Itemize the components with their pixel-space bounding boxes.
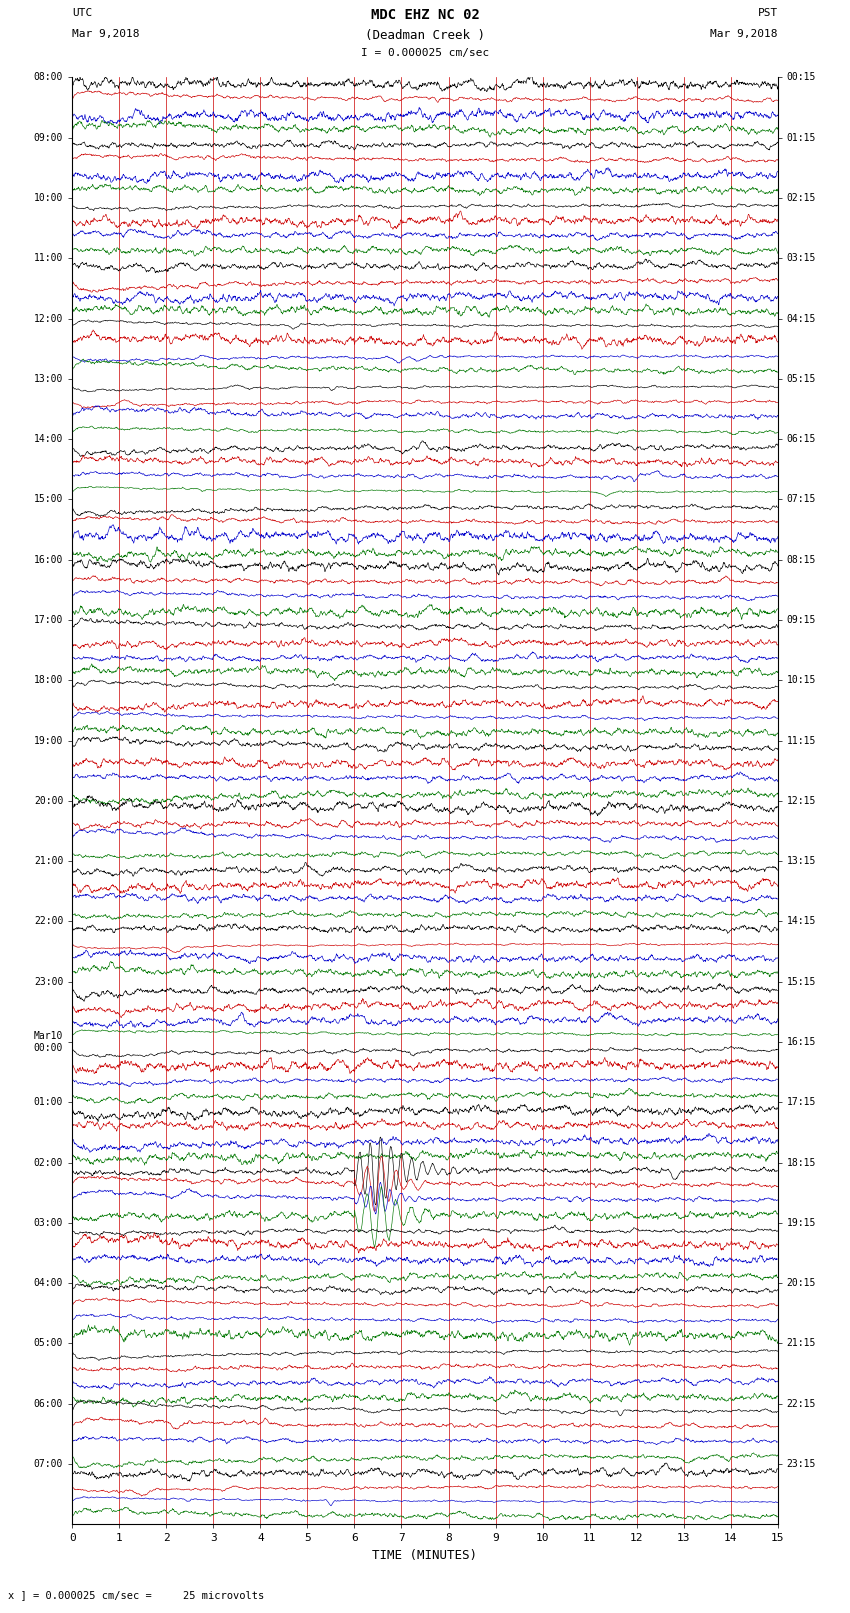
X-axis label: TIME (MINUTES): TIME (MINUTES): [372, 1548, 478, 1561]
Text: (Deadman Creek ): (Deadman Creek ): [365, 29, 485, 42]
Text: x ] = 0.000025 cm/sec =     25 microvolts: x ] = 0.000025 cm/sec = 25 microvolts: [8, 1590, 264, 1600]
Text: Mar 9,2018: Mar 9,2018: [72, 29, 139, 39]
Text: PST: PST: [757, 8, 778, 18]
Text: UTC: UTC: [72, 8, 93, 18]
Text: Mar 9,2018: Mar 9,2018: [711, 29, 778, 39]
Text: MDC EHZ NC 02: MDC EHZ NC 02: [371, 8, 479, 23]
Text: I = 0.000025 cm/sec: I = 0.000025 cm/sec: [361, 48, 489, 58]
